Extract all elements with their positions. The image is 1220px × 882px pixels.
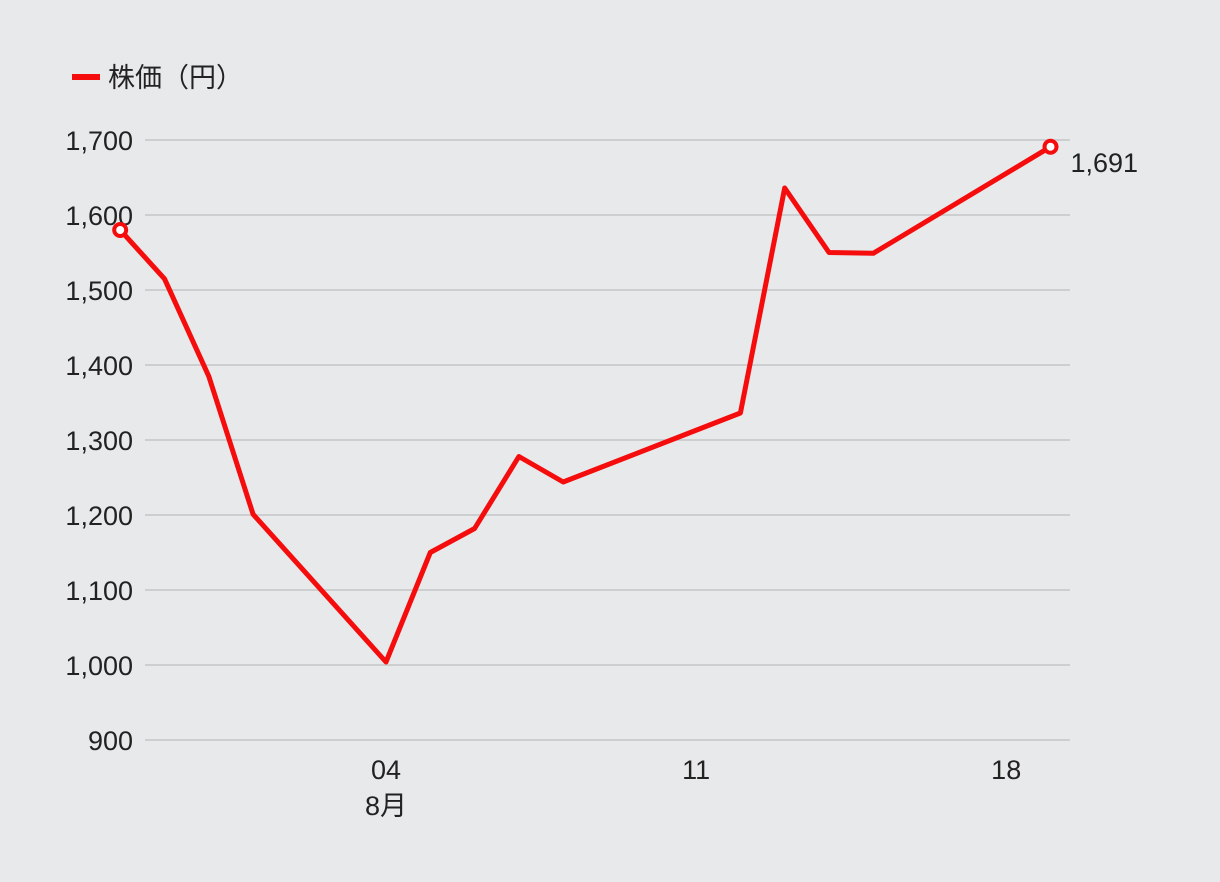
x-axis-ticks: 04 8月 11 18 [365,755,1021,821]
y-tick-label: 1,400 [65,351,133,381]
y-axis-ticks: 9001,0001,1001,2001,3001,4001,5001,6001,… [65,126,133,756]
y-tick-label: 1,500 [65,276,133,306]
legend: 株価（円） [72,63,243,93]
y-tick-label: 1,200 [65,501,133,531]
y-tick-label: 1,000 [65,651,133,681]
y-tick-label: 1,100 [65,576,133,606]
legend-label: 株価（円） [108,63,243,93]
gridlines [145,139,1070,741]
y-tick-label: 1,300 [65,426,133,456]
x-tick-label: 18 [991,755,1021,785]
y-tick-label: 900 [88,726,133,756]
start-point-marker [112,222,129,238]
x-tick-label: 04 [371,755,401,785]
x-tick-sublabel: 8月 [365,791,407,821]
x-tick-label: 11 [682,755,710,785]
end-value-label: 1,691 [1071,148,1139,178]
series-layer [112,138,1059,665]
y-tick-label: 1,700 [65,126,133,156]
series-line [117,144,1053,665]
end-point-marker [1042,138,1059,155]
annotations: 1,691 [1071,148,1139,178]
